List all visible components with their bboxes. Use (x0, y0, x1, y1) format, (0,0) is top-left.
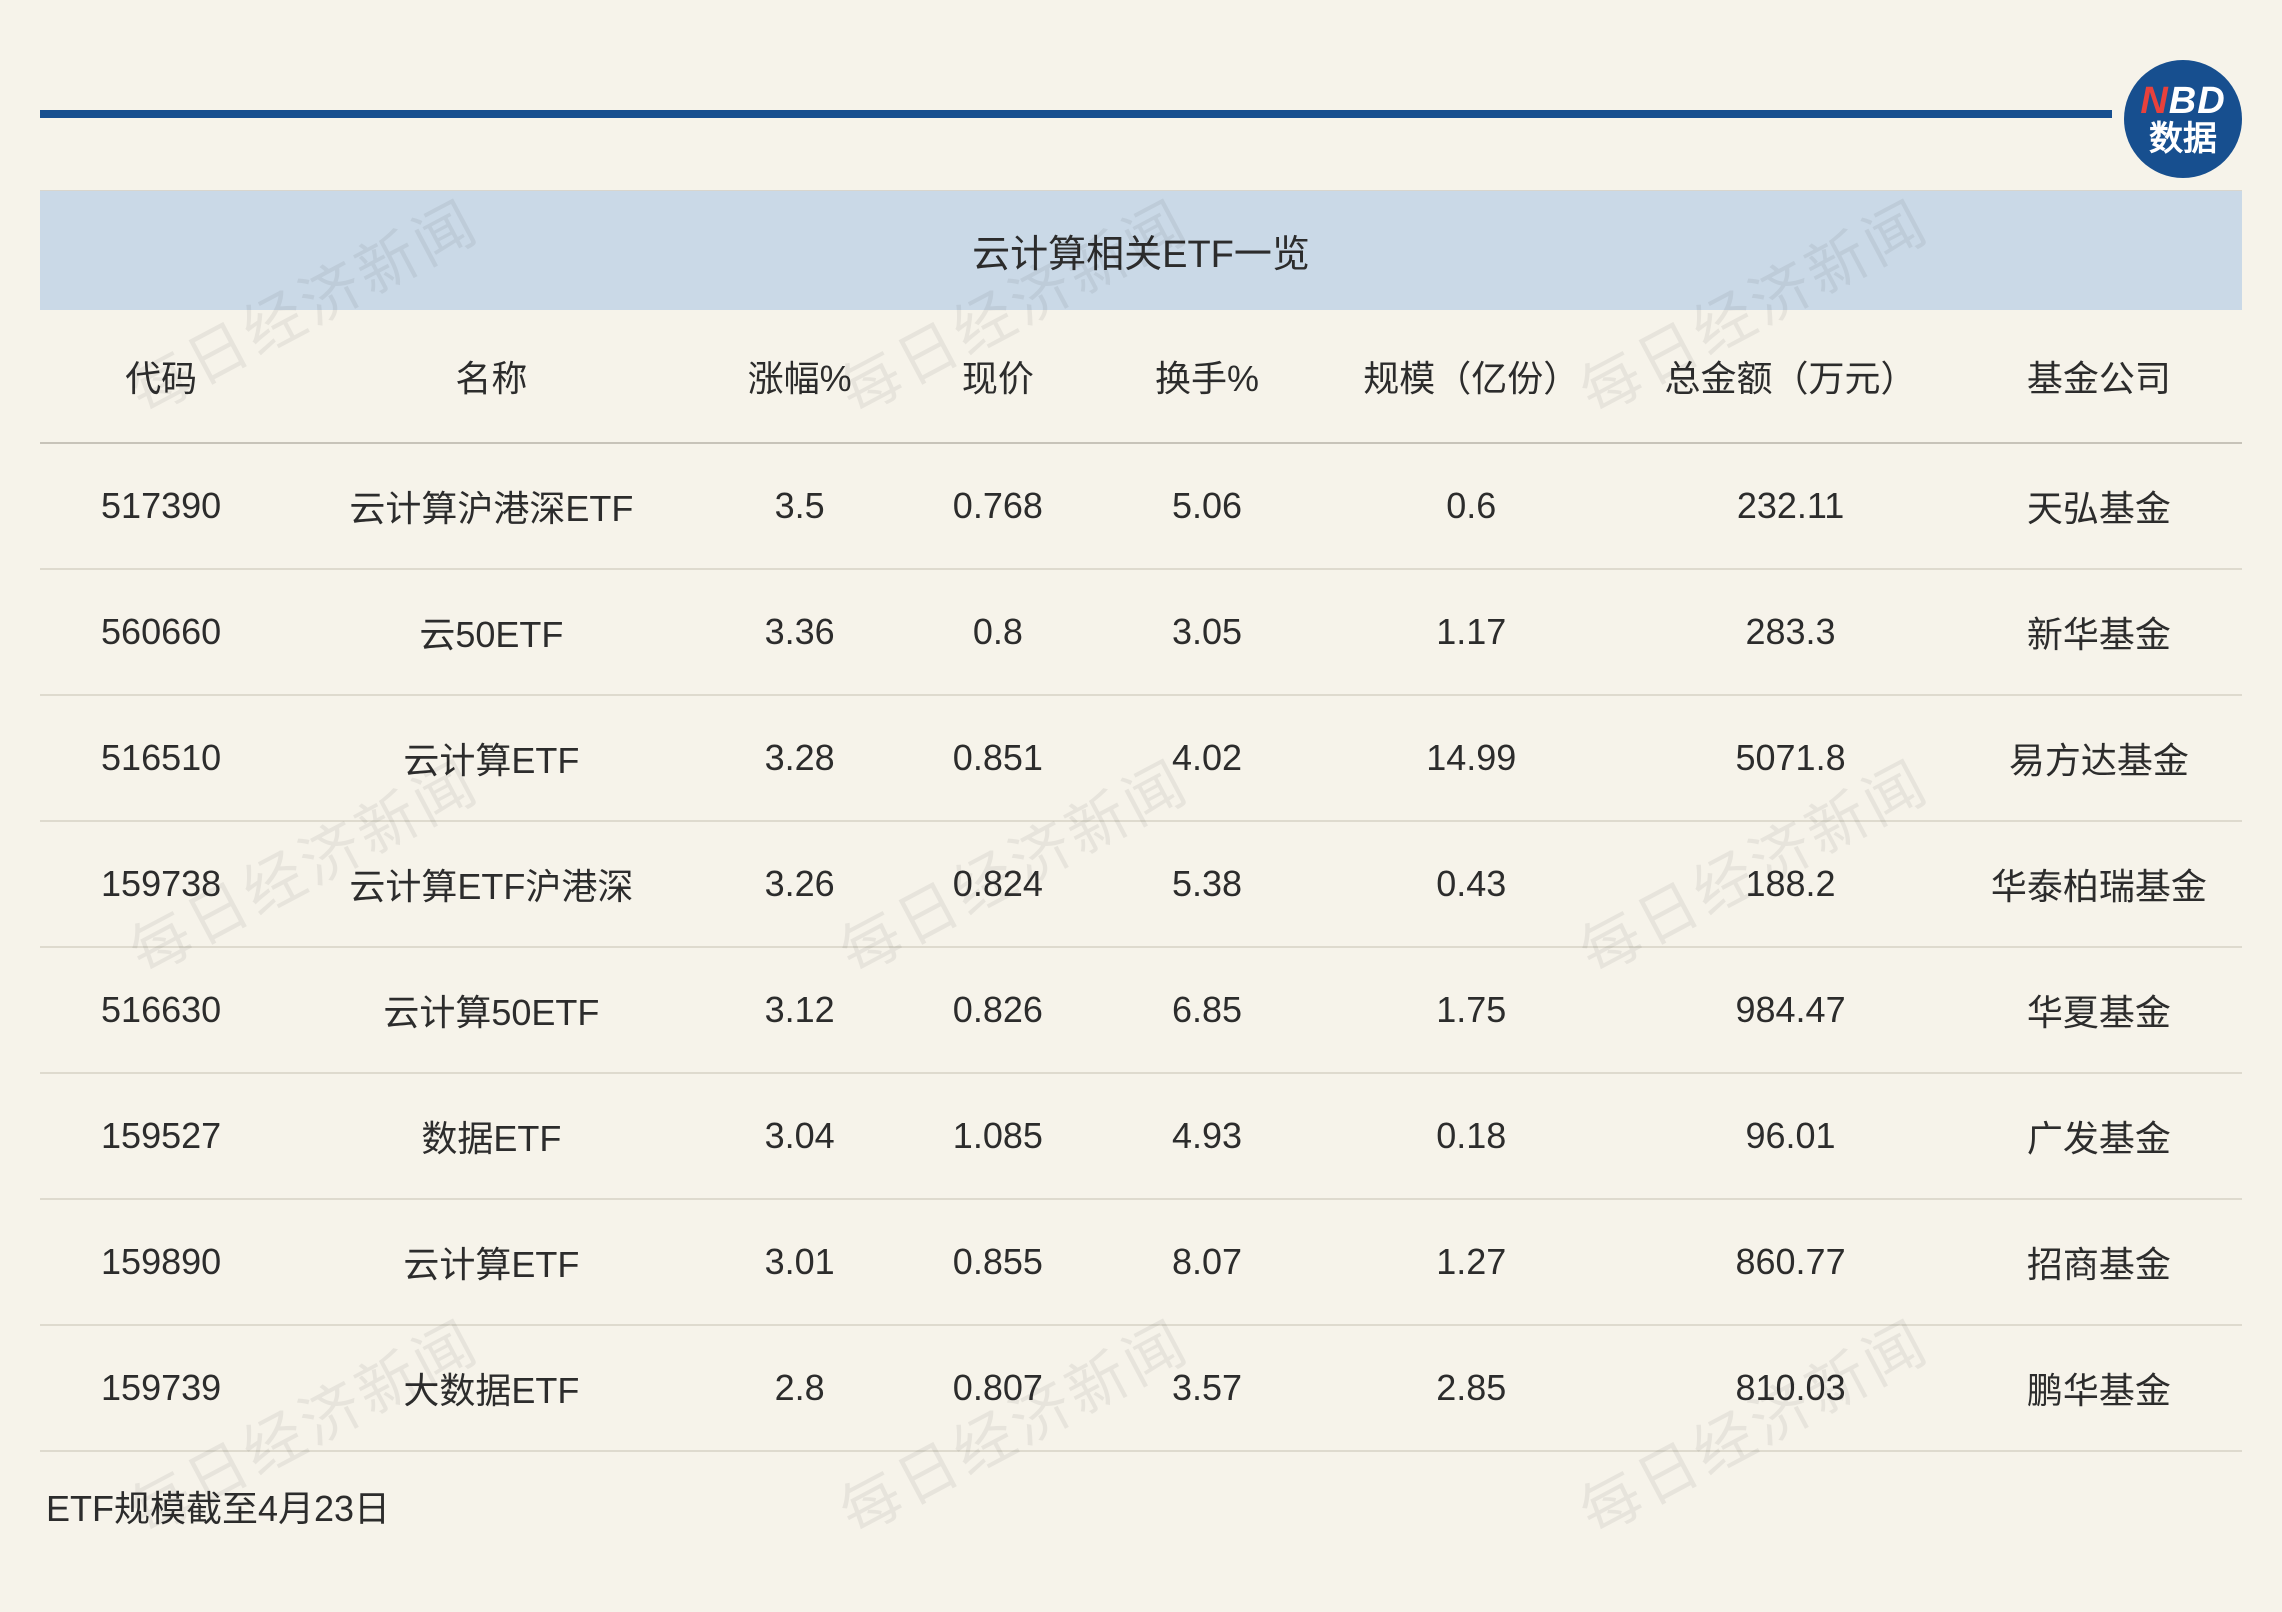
table-cell: 14.99 (1317, 695, 1625, 821)
table-row: 560660云50ETF3.360.83.051.17283.3新华基金 (40, 569, 2242, 695)
table-cell: 5.06 (1097, 443, 1317, 569)
table-cell: 188.2 (1625, 821, 1955, 947)
table-cell: 984.47 (1625, 947, 1955, 1073)
table-cell: 516630 (40, 947, 282, 1073)
table-cell: 0.824 (899, 821, 1097, 947)
table-cell: 0.43 (1317, 821, 1625, 947)
table-header-cell: 总金额（万元） (1625, 310, 1955, 443)
table-cell: 易方达基金 (1956, 695, 2242, 821)
table-cell: 3.01 (701, 1199, 899, 1325)
badge-top-text: NBD (2140, 82, 2225, 120)
table-footnote: ETF规模截至4月23日 (40, 1452, 2242, 1532)
table-cell: 560660 (40, 569, 282, 695)
table-cell: 3.12 (701, 947, 899, 1073)
table-header-row: 代码名称涨幅%现价换手%规模（亿份）总金额（万元）基金公司 (40, 310, 2242, 443)
table-cell: 3.5 (701, 443, 899, 569)
table-cell: 0.768 (899, 443, 1097, 569)
table-cell: 4.02 (1097, 695, 1317, 821)
badge-letters-bd: BD (2169, 80, 2226, 122)
nbd-badge: NBD 数据 (2124, 60, 2242, 178)
table-title: 云计算相关ETF一览 (40, 190, 2242, 310)
table-cell: 0.807 (899, 1325, 1097, 1451)
table-cell: 517390 (40, 443, 282, 569)
table-header-cell: 规模（亿份） (1317, 310, 1625, 443)
table-cell: 1.75 (1317, 947, 1625, 1073)
table-cell: 2.85 (1317, 1325, 1625, 1451)
table-cell: 5071.8 (1625, 695, 1955, 821)
table-cell: 96.01 (1625, 1073, 1955, 1199)
table-header-cell: 涨幅% (701, 310, 899, 443)
etf-table: 云计算相关ETF一览 代码名称涨幅%现价换手%规模（亿份）总金额（万元）基金公司… (40, 190, 2242, 1452)
table-cell: 159739 (40, 1325, 282, 1451)
table-container: 云计算相关ETF一览 代码名称涨幅%现价换手%规模（亿份）总金额（万元）基金公司… (40, 190, 2242, 1532)
table-cell: 鹏华基金 (1956, 1325, 2242, 1451)
table-row: 159738云计算ETF沪港深3.260.8245.380.43188.2华泰柏… (40, 821, 2242, 947)
table-row: 159890云计算ETF3.010.8558.071.27860.77招商基金 (40, 1199, 2242, 1325)
table-header-cell: 基金公司 (1956, 310, 2242, 443)
table-row: 516510云计算ETF3.280.8514.0214.995071.8易方达基… (40, 695, 2242, 821)
table-row: 159739大数据ETF2.80.8073.572.85810.03鹏华基金 (40, 1325, 2242, 1451)
table-cell: 0.826 (899, 947, 1097, 1073)
table-cell: 283.3 (1625, 569, 1955, 695)
table-cell: 3.36 (701, 569, 899, 695)
table-cell: 大数据ETF (282, 1325, 700, 1451)
table-cell: 云计算ETF (282, 695, 700, 821)
table-cell: 招商基金 (1956, 1199, 2242, 1325)
table-header-cell: 代码 (40, 310, 282, 443)
table-cell: 159890 (40, 1199, 282, 1325)
table-cell: 810.03 (1625, 1325, 1955, 1451)
table-cell: 1.17 (1317, 569, 1625, 695)
page-wrap: NBD 数据 云计算相关ETF一览 代码名称涨幅%现价换手%规模（亿份）总金额（… (0, 0, 2282, 1532)
table-cell: 6.85 (1097, 947, 1317, 1073)
table-cell: 数据ETF (282, 1073, 700, 1199)
table-cell: 3.28 (701, 695, 899, 821)
table-cell: 3.26 (701, 821, 899, 947)
table-cell: 广发基金 (1956, 1073, 2242, 1199)
table-cell: 159738 (40, 821, 282, 947)
table-cell: 4.93 (1097, 1073, 1317, 1199)
table-cell: 0.18 (1317, 1073, 1625, 1199)
table-cell: 0.851 (899, 695, 1097, 821)
badge-letter-n: N (2140, 80, 2168, 122)
table-cell: 5.38 (1097, 821, 1317, 947)
table-cell: 云计算沪港深ETF (282, 443, 700, 569)
table-cell: 860.77 (1625, 1199, 1955, 1325)
table-cell: 3.57 (1097, 1325, 1317, 1451)
table-cell: 华夏基金 (1956, 947, 2242, 1073)
table-cell: 华泰柏瑞基金 (1956, 821, 2242, 947)
table-cell: 3.05 (1097, 569, 1317, 695)
table-cell: 0.855 (899, 1199, 1097, 1325)
table-cell: 2.8 (701, 1325, 899, 1451)
table-cell: 159527 (40, 1073, 282, 1199)
table-row: 517390云计算沪港深ETF3.50.7685.060.6232.11天弘基金 (40, 443, 2242, 569)
table-cell: 云计算ETF (282, 1199, 700, 1325)
table-cell: 232.11 (1625, 443, 1955, 569)
table-cell: 1.085 (899, 1073, 1097, 1199)
table-cell: 云50ETF (282, 569, 700, 695)
table-cell: 3.04 (701, 1073, 899, 1199)
table-cell: 天弘基金 (1956, 443, 2242, 569)
table-header-cell: 现价 (899, 310, 1097, 443)
header-rule (40, 110, 2112, 118)
table-cell: 8.07 (1097, 1199, 1317, 1325)
table-header-cell: 名称 (282, 310, 700, 443)
table-header-cell: 换手% (1097, 310, 1317, 443)
table-cell: 1.27 (1317, 1199, 1625, 1325)
table-row: 516630云计算50ETF3.120.8266.851.75984.47华夏基… (40, 947, 2242, 1073)
badge-sub-text: 数据 (2149, 122, 2217, 156)
table-cell: 0.6 (1317, 443, 1625, 569)
table-cell: 云计算50ETF (282, 947, 700, 1073)
table-cell: 0.8 (899, 569, 1097, 695)
top-bar: NBD 数据 (40, 60, 2242, 160)
table-cell: 云计算ETF沪港深 (282, 821, 700, 947)
table-row: 159527数据ETF3.041.0854.930.1896.01广发基金 (40, 1073, 2242, 1199)
table-cell: 新华基金 (1956, 569, 2242, 695)
table-cell: 516510 (40, 695, 282, 821)
